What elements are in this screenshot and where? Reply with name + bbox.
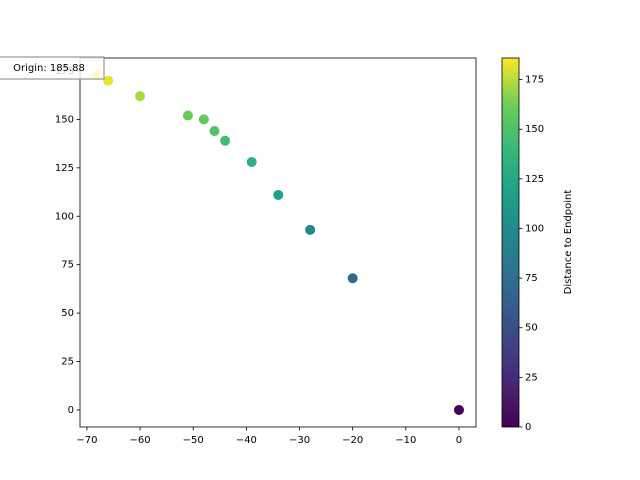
y-tick-label: 75 [61, 260, 74, 271]
x-tick-label: 0 [456, 435, 462, 446]
colorbar [501, 57, 520, 428]
annotation-box [0, 56, 105, 80]
point [453, 404, 464, 415]
point [246, 157, 257, 168]
x-tick-label: −40 [236, 435, 257, 446]
colorbar-tick-label: 100 [525, 223, 544, 234]
annotation: Origin: 185.88 [13, 63, 85, 74]
y-tick-label: 100 [55, 211, 74, 222]
x-tick-label: −10 [395, 435, 416, 446]
colorbar-tick-label: 25 [525, 372, 538, 383]
x-tick-label: −50 [183, 435, 204, 446]
y-tick-label: 50 [61, 308, 74, 319]
point [347, 273, 358, 284]
y-tick-label: 25 [61, 357, 74, 368]
colorbar-tick-label: 50 [525, 323, 538, 334]
point [220, 135, 231, 146]
y-tick-label: 150 [55, 114, 74, 125]
point [305, 224, 316, 235]
point [135, 91, 146, 102]
x-tick-label: −30 [289, 435, 310, 446]
point [182, 110, 193, 121]
colorbar-tick-label: 150 [525, 124, 544, 135]
colorbar-tick-label: 175 [525, 75, 544, 86]
colorbar-tick-label: 0 [525, 422, 531, 433]
plot-frame [79, 57, 477, 428]
x-tick-label: −20 [342, 435, 363, 446]
point [103, 75, 114, 86]
y-tick-label: 0 [68, 405, 74, 416]
point [198, 114, 209, 125]
point [273, 189, 284, 200]
colorbar-label: Distance to Endpoint [563, 190, 574, 295]
colorbar-tick-label: 75 [525, 273, 538, 284]
point [209, 126, 220, 137]
colorbar-tick-label: 125 [525, 174, 544, 185]
x-tick-label: −70 [76, 435, 97, 446]
x-tick-label: −60 [130, 435, 151, 446]
y-tick-label: 125 [55, 163, 74, 174]
